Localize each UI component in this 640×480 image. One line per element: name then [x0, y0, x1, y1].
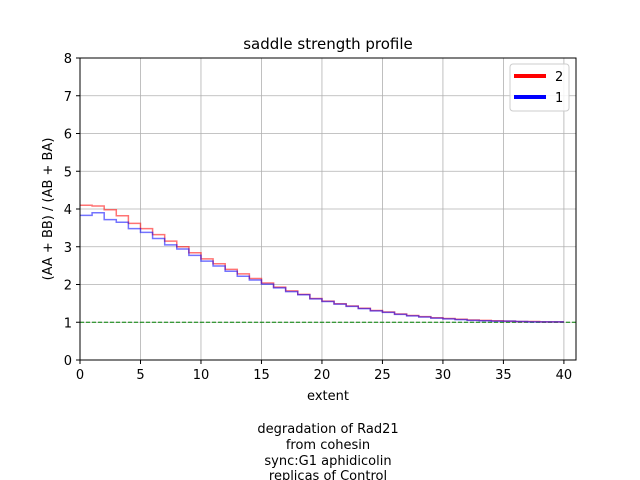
y-tick-label: 3: [64, 241, 72, 256]
y-tick-label: 4: [64, 203, 72, 218]
y-axis-label: (AA + BB) / (AB + BA): [41, 138, 56, 281]
caption-line-2: from cohesin: [286, 438, 370, 453]
grid: [79, 57, 576, 361]
caption-line-3: sync:G1 aphidicolin: [264, 454, 391, 469]
legend: 2 1: [509, 63, 570, 112]
y-tick-label: 8: [64, 52, 72, 67]
x-tick-label: 15: [253, 368, 270, 383]
x-tick-label: 30: [435, 368, 452, 383]
y-tick-label: 5: [64, 165, 72, 180]
legend-label-series-2: 2: [555, 70, 563, 85]
y-tick-label: 7: [64, 90, 72, 105]
x-axis-label: extent: [307, 389, 349, 404]
x-tick-label: 35: [495, 368, 512, 383]
y-tick-label: 6: [64, 128, 72, 143]
y-tick-label: 2: [64, 279, 72, 294]
y-tick-label: 1: [64, 316, 72, 331]
series-line-1: [80, 212, 564, 323]
x-tick-label: 0: [76, 368, 84, 383]
caption: degradation of Rad21 from cohesin sync:G…: [257, 422, 398, 480]
chart-title: saddle strength profile: [243, 35, 413, 53]
x-axis-ticks: 0 5 10 15 20 25 30 35 40: [76, 360, 572, 383]
y-tick-label: 0: [64, 354, 72, 369]
x-tick-label: 25: [374, 368, 391, 383]
x-tick-label: 40: [556, 368, 573, 383]
series-layer: [80, 204, 564, 323]
x-tick-label: 5: [136, 368, 144, 383]
y-axis-ticks: 0 1 2 3 4 5 6 7 8: [64, 52, 80, 369]
caption-line-1: degradation of Rad21: [257, 422, 398, 437]
x-tick-label: 20: [314, 368, 331, 383]
caption-line-4: replicas of Control: [269, 469, 387, 480]
x-tick-label: 10: [193, 368, 210, 383]
legend-label-series-1: 1: [555, 91, 563, 106]
